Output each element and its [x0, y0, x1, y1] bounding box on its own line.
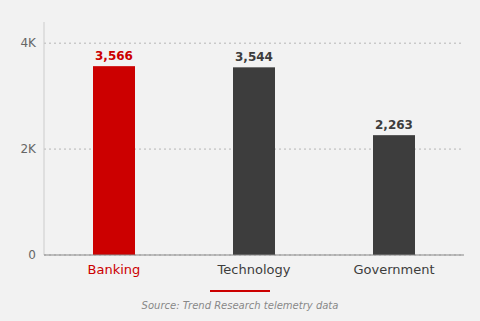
- y-tick-label: 4K: [20, 36, 37, 50]
- data-label: 2,263: [375, 118, 413, 132]
- x-tick-label: Government: [353, 262, 434, 277]
- chart: 0 2K 4K 3,566 3,544 2,263 Banking Technology Gov…: [0, 0, 480, 321]
- y-tick-label: 2K: [20, 142, 37, 156]
- grid-line: [44, 43, 464, 44]
- bar: [373, 135, 415, 255]
- bar: [233, 67, 275, 255]
- y-axis-line: [44, 22, 45, 255]
- x-tick-label: Technology: [217, 262, 291, 277]
- annotation: Source: Trend Research telemetry data: [142, 300, 339, 311]
- grid-line: [44, 255, 464, 256]
- x-axis-line: [44, 255, 464, 256]
- x-tick-label: Banking: [88, 262, 141, 277]
- accent-line: [210, 290, 270, 292]
- bar: [93, 66, 135, 255]
- bars: [93, 66, 415, 255]
- data-label: 3,544: [235, 50, 273, 64]
- y-tick-label: 0: [28, 248, 36, 262]
- data-label: 3,566: [95, 49, 133, 63]
- grid: [44, 43, 464, 255]
